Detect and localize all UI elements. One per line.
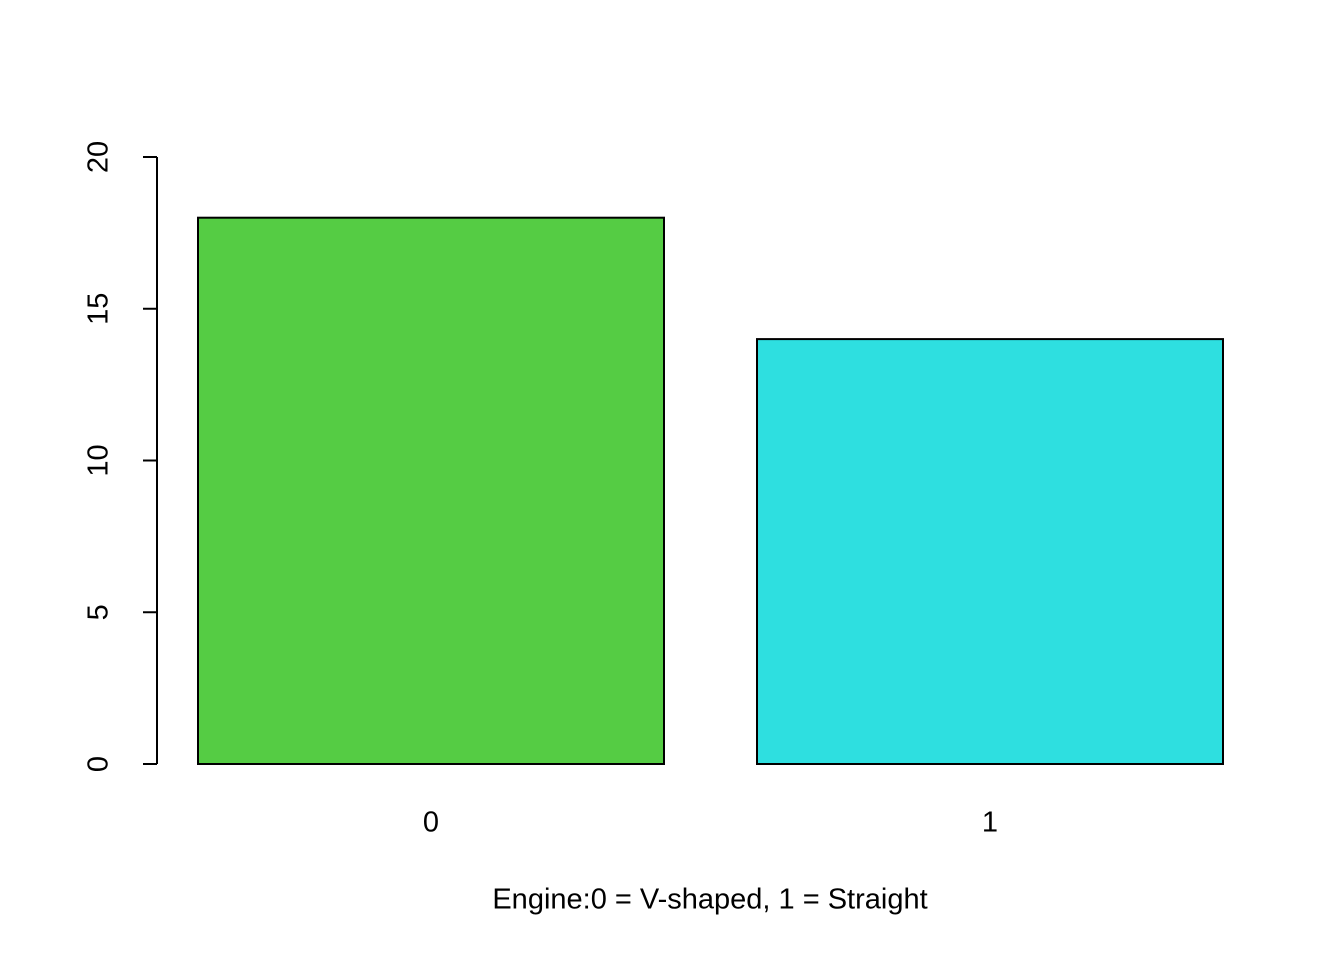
bar: [756, 338, 1224, 765]
y-tick-label: 10: [83, 444, 115, 476]
x-tick-label: 0: [423, 807, 439, 839]
y-tick-label: 5: [83, 604, 115, 620]
bar: [197, 216, 665, 765]
y-tick-label: 0: [83, 756, 115, 772]
y-tick-label: 20: [83, 141, 115, 173]
x-axis-label: Engine:0 = V-shaped, 1 = Straight: [492, 884, 927, 916]
y-tick-label: 15: [83, 293, 115, 325]
x-tick-label: 1: [982, 807, 998, 839]
